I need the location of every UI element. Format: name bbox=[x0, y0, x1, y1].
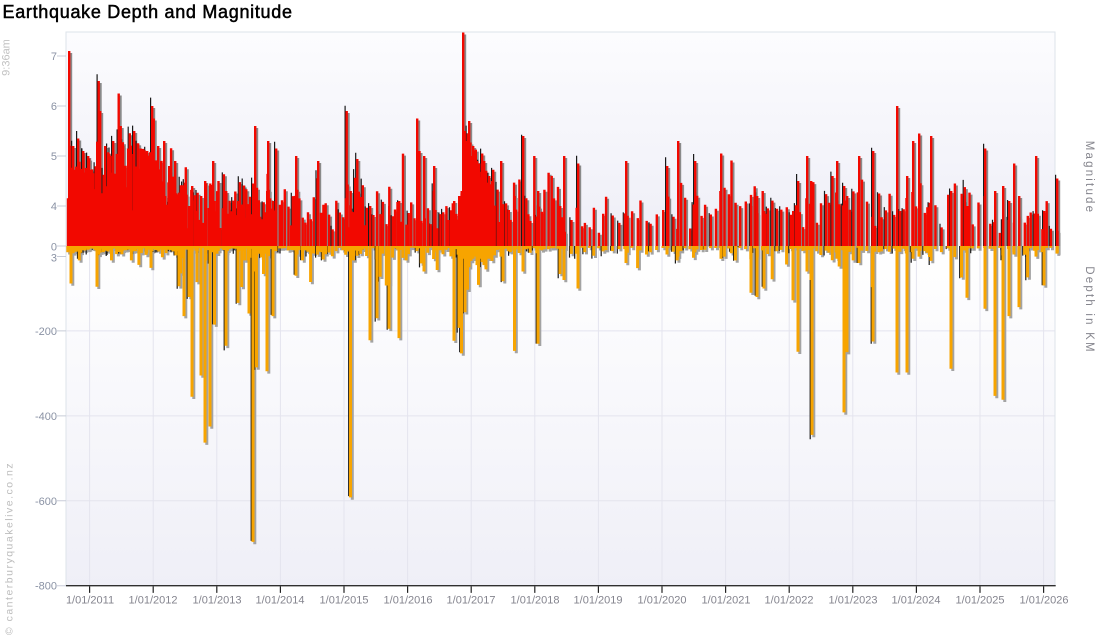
svg-text:3: 3 bbox=[51, 252, 57, 264]
svg-text:1/01/2024: 1/01/2024 bbox=[892, 595, 941, 607]
svg-text:© canterburyquakelive.co.nz: © canterburyquakelive.co.nz bbox=[4, 462, 16, 635]
svg-text:-600: -600 bbox=[35, 496, 57, 508]
svg-text:1/01/2022: 1/01/2022 bbox=[765, 595, 814, 607]
svg-text:1/01/2011: 1/01/2011 bbox=[66, 595, 114, 607]
svg-text:1/01/2026: 1/01/2026 bbox=[1020, 595, 1069, 607]
svg-text:Earthquake Depth and Magnitude: Earthquake Depth and Magnitude bbox=[3, 2, 293, 22]
svg-text:Magnitude: Magnitude bbox=[1083, 141, 1095, 215]
svg-text:7: 7 bbox=[51, 51, 57, 63]
svg-text:-200: -200 bbox=[35, 326, 57, 338]
svg-text:0: 0 bbox=[51, 242, 57, 254]
svg-text:9:36am: 9:36am bbox=[1, 39, 13, 76]
svg-text:1/01/2025: 1/01/2025 bbox=[956, 595, 1005, 607]
svg-text:1/01/2012: 1/01/2012 bbox=[129, 595, 178, 607]
svg-text:Depth in KM: Depth in KM bbox=[1083, 266, 1095, 353]
svg-text:1/01/2015: 1/01/2015 bbox=[320, 595, 369, 607]
svg-text:1/01/2018: 1/01/2018 bbox=[511, 595, 560, 607]
svg-text:6: 6 bbox=[51, 101, 57, 113]
svg-text:1/01/2020: 1/01/2020 bbox=[638, 595, 687, 607]
svg-text:1/01/2016: 1/01/2016 bbox=[384, 595, 433, 607]
svg-text:1/01/2014: 1/01/2014 bbox=[256, 595, 305, 607]
svg-text:-400: -400 bbox=[35, 411, 57, 423]
svg-text:1/01/2017: 1/01/2017 bbox=[447, 595, 496, 607]
svg-text:1/01/2023: 1/01/2023 bbox=[829, 595, 878, 607]
svg-text:1/01/2013: 1/01/2013 bbox=[193, 595, 242, 607]
svg-text:4: 4 bbox=[51, 201, 57, 213]
svg-text:1/01/2021: 1/01/2021 bbox=[702, 595, 751, 607]
svg-text:-800: -800 bbox=[35, 581, 57, 593]
svg-text:5: 5 bbox=[51, 151, 57, 163]
svg-text:1/01/2019: 1/01/2019 bbox=[574, 595, 623, 607]
